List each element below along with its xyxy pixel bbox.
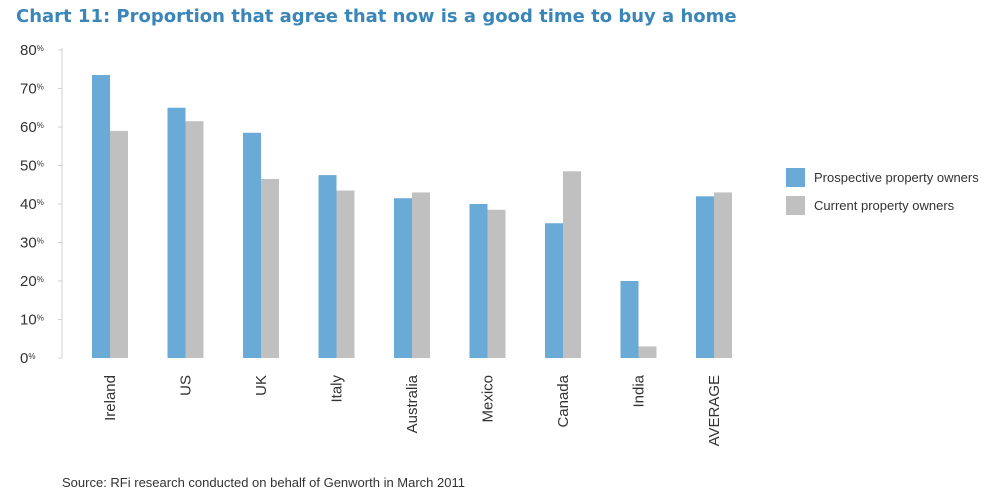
bar-current-india — [638, 346, 657, 358]
bar-prospective-average — [696, 196, 714, 358]
bar-current-average — [714, 192, 732, 358]
chart-title: Chart 11: Proportion that agree that now… — [16, 6, 737, 27]
bar-current-ireland — [110, 130, 128, 358]
bars — [92, 75, 732, 359]
y-tick-label: 70% — [20, 81, 44, 98]
category-label-ireland: Ireland — [102, 375, 119, 421]
bar-prospective-us — [167, 107, 186, 358]
bar-prospective-australia — [394, 198, 412, 358]
y-tick-label: 60% — [20, 119, 44, 136]
category-label-india: India — [631, 374, 648, 407]
bar-current-us — [185, 121, 204, 358]
category-label-mexico: Mexico — [480, 375, 497, 423]
category-label-average: AVERAGE — [706, 375, 723, 446]
bar-prospective-italy — [318, 175, 337, 358]
legend-swatch-prospective — [786, 168, 805, 187]
source-note: Source: RFi research conducted on behalf… — [62, 475, 465, 490]
category-labels: Ireland US UK Italy Australia Mexico Canada Ind… — [102, 374, 723, 446]
category-label-uk: UK — [253, 375, 270, 396]
y-tick-label: 80% — [20, 42, 44, 59]
bar-prospective-india — [620, 281, 639, 358]
bar-current-italy — [336, 190, 355, 358]
legend-label-prospective: Prospective property owners — [814, 170, 979, 185]
bar-current-mexico — [487, 209, 506, 358]
y-tick-label: 0% — [20, 350, 35, 367]
category-label-australia: Australia — [404, 374, 421, 433]
bar-current-uk — [261, 178, 279, 358]
bar-current-canada — [563, 171, 581, 358]
y-tick-label: 30% — [20, 235, 44, 252]
bar-prospective-ireland — [92, 75, 110, 359]
y-tick-label: 40% — [20, 196, 44, 213]
legend-swatch-current — [786, 196, 805, 215]
bar-prospective-mexico — [469, 204, 488, 358]
bar-prospective-uk — [243, 132, 261, 358]
category-label-italy: Italy — [329, 375, 346, 403]
legend-label-current: Current property owners — [814, 198, 955, 213]
bar-prospective-canada — [545, 223, 563, 358]
y-tick-label: 50% — [20, 158, 44, 175]
bar-chart: 0% 10% 20% 30% 40% 50% 60% 70% 80% Ireland US UK It… — [20, 42, 979, 446]
y-tick-label: 10% — [20, 312, 44, 329]
y-tick-label: 20% — [20, 273, 44, 290]
category-label-canada: Canada — [555, 374, 572, 427]
category-label-us: US — [178, 375, 195, 396]
bar-current-australia — [412, 192, 430, 358]
y-axis: 0% 10% 20% 30% 40% 50% 60% 70% 80% — [20, 42, 63, 367]
legend: Prospective property owners Current prope… — [786, 168, 979, 215]
